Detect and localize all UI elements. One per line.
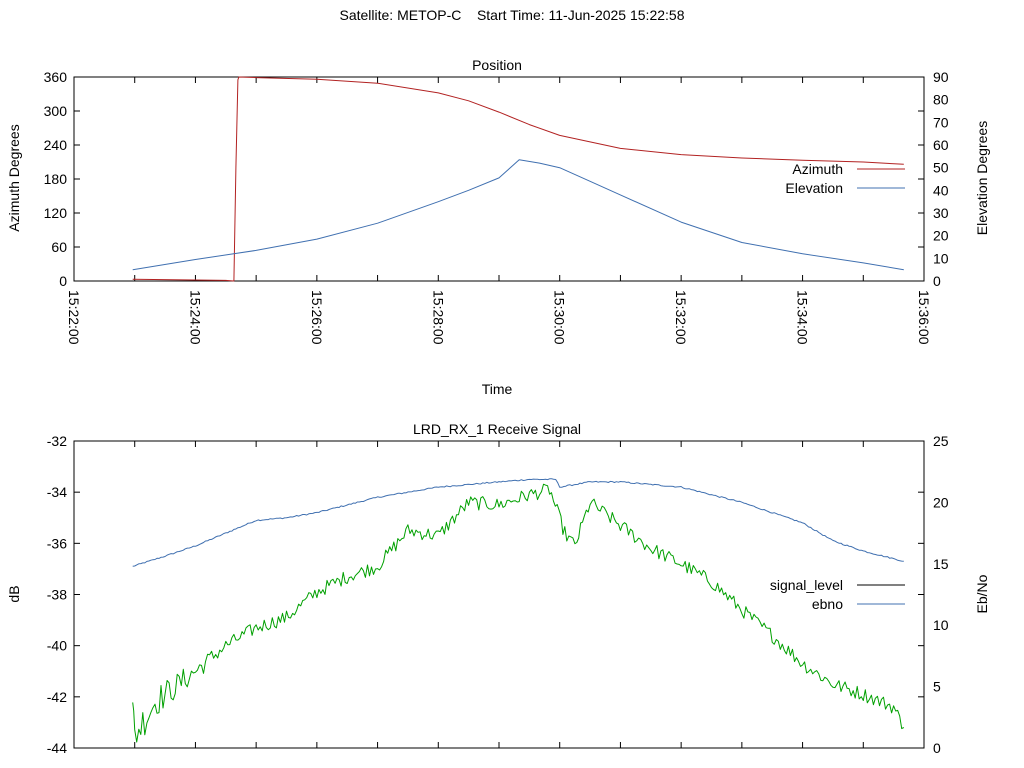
position-x-tick-label: 15:36:00 <box>916 290 932 345</box>
position-y-tick-label: 60 <box>51 239 67 255</box>
position-legend-label: Elevation <box>785 180 843 196</box>
position-x-tick-label: 15:24:00 <box>187 290 203 345</box>
position-legend-label: Azimuth <box>792 161 843 177</box>
position-y-tick-label: 0 <box>59 273 67 289</box>
receive-signal-y2-tick-label: 0 <box>933 740 941 756</box>
position-y-tick-label: 180 <box>44 171 68 187</box>
position-x-tick-label: 15:22:00 <box>66 290 82 345</box>
receive-signal-y-tick-label: -40 <box>47 638 67 654</box>
position-y2-tick-label: 40 <box>933 182 949 198</box>
position-x-tick-label: 15:32:00 <box>673 290 689 345</box>
receive-signal-y2-tick-label: 5 <box>933 679 941 695</box>
position-y2-tick-label: 70 <box>933 114 949 130</box>
position-chart: Position 0 60 120 180 240 300 360 0 10 20 30 40 50 60… <box>6 57 990 397</box>
position-series-line-azimuth <box>132 76 904 282</box>
position-y2-tick-label: 0 <box>933 273 941 289</box>
receive-signal-y-tick-label: -42 <box>47 689 67 705</box>
position-chart-title: Position <box>472 57 522 73</box>
receive-signal-y-tick-label: -34 <box>47 484 67 500</box>
position-plot-frame <box>73 76 925 282</box>
position-y-tick-label: 360 <box>44 69 68 85</box>
receive-signal-y2-tick-label: 20 <box>933 494 949 510</box>
position-y2-tick-label: 80 <box>933 92 949 108</box>
receive-signal-y2-tick-label: 10 <box>933 617 949 633</box>
position-x-tick-label: 15:30:00 <box>552 290 568 345</box>
receive-signal-y-tick-label: -32 <box>47 433 67 449</box>
receive-signal-legend-label: signal_level <box>770 577 843 593</box>
position-x-axis-label: Time <box>482 381 513 397</box>
position-y2-tick-label: 10 <box>933 250 949 266</box>
position-y2-tick-label: 90 <box>933 69 949 85</box>
receive-signal-legend-label: ebno <box>812 596 843 612</box>
position-plot-area: 0 60 120 180 240 300 360 0 10 20 30 40 50 60 70 80 90 15:… <box>44 69 949 345</box>
position-y2-tick-label: 20 <box>933 228 949 244</box>
position-y2-tick-label: 30 <box>933 205 949 221</box>
receive-signal-y-tick-label: -44 <box>47 740 67 756</box>
receive-signal-y2-tick-label: 15 <box>933 556 949 572</box>
position-x-tick-label: 15:34:00 <box>795 290 811 345</box>
position-x-tick-label: 15:28:00 <box>430 290 446 345</box>
position-y-tick-label: 300 <box>44 103 68 119</box>
position-y-tick-label: 240 <box>44 137 68 153</box>
position-y2-axis-label: Elevation Degrees <box>974 121 990 235</box>
receive-signal-y-tick-label: -38 <box>47 587 67 603</box>
receive-signal-y-axis-label: dB <box>6 585 22 602</box>
position-y-axis-label: Azimuth Degrees <box>6 124 22 231</box>
receive-signal-series-line-trace-2 <box>132 483 905 743</box>
receive-signal-y2-tick-label: 25 <box>933 433 949 449</box>
figure-title: Satellite: METOP-C Start Time: 11-Jun-20… <box>339 7 685 23</box>
receive-signal-plot-frame <box>73 440 925 749</box>
position-y2-tick-label: 60 <box>933 137 949 153</box>
receive-signal-chart-title: LRD_RX_1 Receive Signal <box>413 421 581 437</box>
position-y2-tick-label: 50 <box>933 160 949 176</box>
receive-signal-series-line-ebno <box>132 478 904 567</box>
position-series-line-elevation <box>132 159 904 271</box>
position-x-tick-label: 15:26:00 <box>309 290 325 345</box>
receive-signal-chart: LRD_RX_1 Receive Signal -44-42-40-38-36-… <box>6 421 990 756</box>
receive-signal-y2-axis-label: Eb/No <box>974 574 990 613</box>
receive-signal-y-tick-label: -36 <box>47 535 67 551</box>
receive-signal-plot-area: -44 -42 -40 -38 -36 -34 -32 0 5 10 15 20 25 signal_le… <box>47 433 949 756</box>
position-y-tick-label: 120 <box>44 205 68 221</box>
